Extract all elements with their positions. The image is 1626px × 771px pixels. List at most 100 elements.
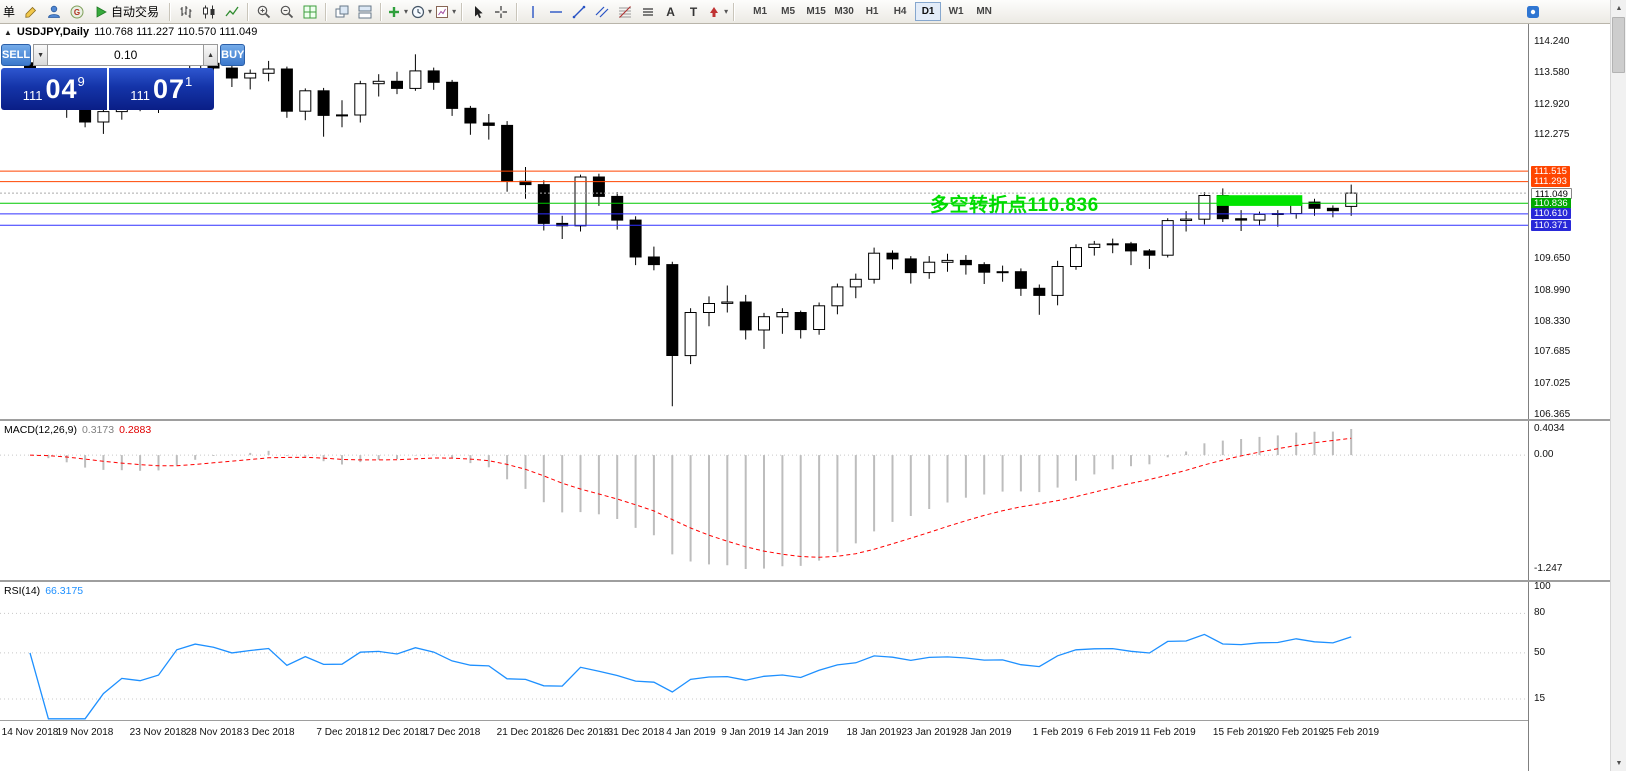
price-axis[interactable]: 0.4034 0.00 -1.247 114.240 113.580 112.920… (1528, 24, 1610, 771)
time-axis-label: 28 Jan 2019 (956, 727, 1012, 738)
candlestick-icon (201, 4, 217, 20)
time-axis-label: 3 Dec 2018 (243, 727, 295, 738)
price-badge-green: 110.836 (1531, 198, 1571, 209)
crosshair-button[interactable] (489, 1, 512, 22)
time-axis-label: 4 Jan 2019 (666, 727, 716, 738)
new-order-button[interactable]: 单 (3, 5, 16, 19)
toolbar-separator (169, 2, 171, 21)
trendline-tool-button[interactable] (567, 1, 590, 22)
price-axis-tick: 108.330 (1534, 316, 1571, 327)
zoom-out-button[interactable] (275, 1, 298, 22)
lot-size-input[interactable] (48, 44, 204, 66)
chevron-down-icon: ▾ (724, 7, 729, 16)
tf-button-M1[interactable]: M1 (753, 6, 768, 17)
rsi-indicator-pane[interactable]: RSI(14) 66.3175 (0, 582, 1528, 720)
bar-chart-button[interactable] (174, 1, 197, 22)
macd-chart (0, 429, 1528, 569)
rsi-name: RSI(14) (4, 585, 41, 597)
macd-indicator-pane[interactable]: MACD(12,26,9) 0.3173 0.2883 (0, 421, 1528, 580)
time-axis[interactable]: 14 Nov 2018 19 Nov 2018 23 Nov 2018 28 Nov … (0, 720, 1528, 771)
vertical-scrollbar[interactable]: ▲ ▼ (1610, 0, 1626, 771)
templates-button[interactable]: ▾ (433, 1, 457, 22)
tf-button-H1[interactable]: H1 (865, 6, 879, 17)
tf-button-M15[interactable]: M15 (806, 6, 826, 17)
cascade-windows-button[interactable] (330, 1, 353, 22)
text-label-icon: T (689, 4, 698, 19)
line-tools-menu-button[interactable] (636, 1, 659, 22)
text-icon: A (666, 4, 675, 19)
scroll-up-button[interactable]: ▲ (1611, 0, 1626, 16)
pane-resize-separator[interactable] (0, 580, 1610, 582)
time-axis-label: 28 Nov 2018 (185, 727, 243, 738)
buy-button[interactable]: BUY (220, 44, 246, 66)
autotrading-button[interactable]: 自动交易 (88, 1, 165, 22)
main-chart-pane[interactable]: ▲ USDJPY,Daily 110.768 111.227 110.570 1… (0, 24, 1528, 419)
metaeditor-button[interactable] (19, 1, 42, 22)
time-axis-label: 23 Nov 2018 (129, 727, 187, 738)
cursor-button[interactable] (466, 1, 489, 22)
time-axis-label: 11 Feb 2019 (1140, 727, 1196, 738)
crosshair-icon (493, 4, 509, 20)
vertical-line-tool-button[interactable] (521, 1, 544, 22)
notifications-button[interactable] (1521, 1, 1544, 22)
tf-button-H4[interactable]: H4 (893, 6, 907, 17)
scroll-down-button[interactable]: ▼ (1611, 755, 1626, 771)
horizontal-line-tool-button[interactable] (544, 1, 567, 22)
toolbar-separator (325, 2, 327, 21)
tf-button-D1[interactable]: D1 (915, 2, 942, 21)
add-indicator-button[interactable]: ▾ (385, 1, 409, 22)
macd-value: 0.3173 (81, 424, 115, 436)
tf-button-MN[interactable]: MN (976, 6, 992, 17)
time-axis-label: 25 Feb 2019 (1322, 727, 1380, 738)
price-axis-tick: 106.365 (1534, 409, 1571, 420)
lot-decrease-button[interactable]: ▼ (33, 44, 49, 66)
sell-button[interactable]: SELL (1, 44, 32, 66)
cascade-icon (334, 4, 350, 20)
time-axis-label: 17 Dec 2018 (423, 727, 481, 738)
plus-icon (386, 4, 402, 20)
lot-increase-button[interactable]: ▲ (203, 44, 219, 66)
ask-price-panel[interactable]: 111 07 1 (108, 68, 214, 110)
pivot-annotation-text[interactable]: 多空转折点110.836 (930, 195, 1099, 216)
text-label-tool-button[interactable]: T (682, 1, 705, 22)
candlestick-chart-button[interactable] (197, 1, 220, 22)
tile-horizontal-icon (357, 4, 373, 20)
scrollbar-thumb[interactable] (1612, 17, 1625, 73)
arrows-tool-button[interactable]: ▾ (705, 1, 729, 22)
tf-button-W1[interactable]: W1 (948, 6, 964, 17)
tile-horizontal-button[interactable] (353, 1, 376, 22)
accounts-button[interactable] (42, 1, 65, 22)
candlestick-chart[interactable] (0, 24, 1528, 419)
time-axis-label: 21 Dec 2018 (496, 727, 554, 738)
autotrading-play-icon (94, 5, 108, 19)
horizontal-line-icon (548, 4, 564, 20)
rsi-label: RSI(14) 66.3175 (4, 585, 83, 597)
time-axis-label: 20 Feb 2019 (1267, 727, 1325, 738)
periods-button[interactable]: ▾ (409, 1, 433, 22)
channel-tool-button[interactable] (590, 1, 613, 22)
trendline-icon (571, 4, 587, 20)
time-axis-label: 15 Feb 2019 (1212, 727, 1270, 738)
toolbar-separator (733, 2, 735, 21)
bid-price-panel[interactable]: 111 04 9 (1, 68, 107, 110)
pane-resize-separator[interactable] (0, 419, 1610, 421)
macd-label: MACD(12,26,9) 0.3173 0.2883 (4, 424, 151, 436)
tile-windows-button[interactable] (298, 1, 321, 22)
tf-button-M30[interactable]: M30 (834, 6, 854, 17)
text-tool-button[interactable]: A (659, 1, 682, 22)
time-axis-label: 9 Jan 2019 (721, 727, 771, 738)
community-button[interactable]: G (65, 1, 88, 22)
one-click-collapse-icon[interactable]: ▲ (4, 27, 12, 37)
zoom-in-button[interactable] (252, 1, 275, 22)
macd-axis-zero: 0.00 (1534, 449, 1554, 460)
price-axis-tick: 108.990 (1534, 285, 1571, 296)
time-axis-label: 7 Dec 2018 (316, 727, 368, 738)
line-chart-button[interactable] (220, 1, 243, 22)
fibonacci-icon (617, 4, 633, 20)
chevron-down-icon: ▾ (452, 7, 457, 16)
channel-icon (594, 4, 610, 20)
fibonacci-tool-button[interactable] (613, 1, 636, 22)
tf-button-M5[interactable]: M5 (781, 6, 796, 17)
macd-signal-value: 0.2883 (119, 424, 152, 436)
